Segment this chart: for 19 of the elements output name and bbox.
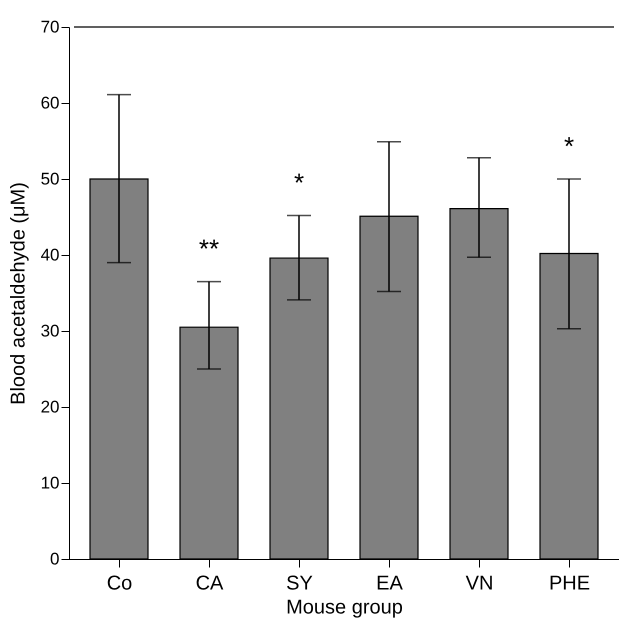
annotation: * [294, 167, 304, 198]
y-tick-label: 50 [40, 170, 60, 188]
annotation: ** [198, 234, 220, 264]
annotation: * [564, 131, 574, 161]
x-tick-label: VN [466, 572, 494, 594]
y-tick-label: 10 [40, 474, 60, 492]
y-tick-label: 20 [40, 398, 60, 416]
x-tick-label: CA [196, 572, 224, 594]
x-tick-label: PHE [548, 572, 590, 594]
x-tick-label: SY [286, 572, 313, 594]
y-tick-label: 30 [40, 322, 60, 340]
y-tick-label: 60 [40, 94, 60, 112]
x-axis-title: Mouse group [286, 596, 403, 618]
y-tick-label: 0 [50, 550, 60, 568]
y-tick-label: 40 [40, 246, 60, 264]
y-axis-title: Blood acetaldehyde (μM) [8, 182, 30, 405]
x-tick-label: Co [106, 572, 132, 594]
y-tick-label: 70 [40, 18, 60, 36]
x-tick-label: EA [376, 572, 404, 594]
